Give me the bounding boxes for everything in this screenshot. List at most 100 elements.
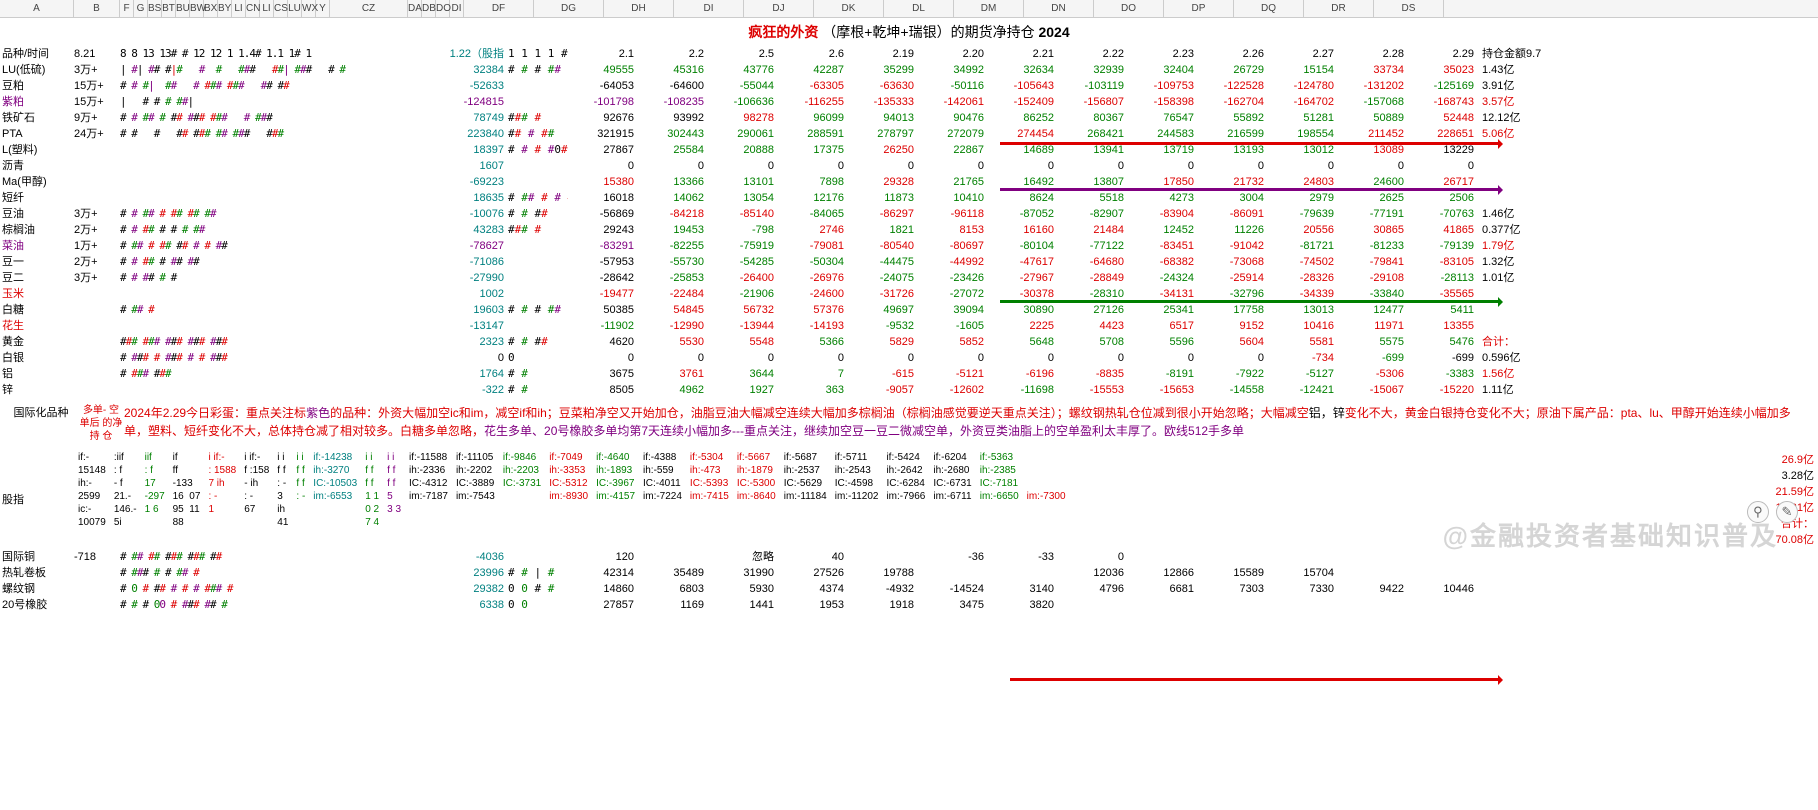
row-amt: 1.01亿 — [1478, 270, 1548, 286]
row-hash2 — [508, 158, 568, 174]
row-cz: -322 — [430, 382, 508, 398]
comment-side: 多单- 空单后 的净持 仓 — [78, 404, 124, 443]
cell: 2506 — [1408, 190, 1478, 206]
footer-rows: 国际铜-718# ## ## ### ### ##-4036120忽略40-36… — [0, 549, 1818, 613]
stk-sum: 26.9亿 — [1748, 451, 1818, 467]
cell: -615 — [848, 366, 918, 382]
cell — [1198, 597, 1268, 613]
cell — [1338, 597, 1408, 613]
cell: 26250 — [848, 142, 918, 158]
cell: 0 — [1198, 158, 1268, 174]
hdr-name: 品种/时间 — [0, 46, 74, 62]
cell: -4932 — [848, 581, 918, 597]
row-hash2: ## # ## — [508, 126, 568, 142]
row-name: 短纤 — [0, 190, 74, 206]
cell: -83451 — [1128, 238, 1198, 254]
stk-col: if:-14238 ih:-3270 IC:-10503 im:-6553 — [309, 451, 361, 547]
cell: 27857 — [568, 597, 638, 613]
cell: 211452 — [1338, 126, 1408, 142]
cell: -55730 — [638, 254, 708, 270]
stk-col: if:-5711 ih:-2543 IC:-4598 im:-11202 — [831, 451, 883, 547]
table-row: 豆二3万+# # ## # #-27990-28642-25853-26400-… — [0, 270, 1818, 286]
cell: 278797 — [848, 126, 918, 142]
comment-label: 国际化品种 — [4, 404, 78, 443]
cell: -135333 — [848, 94, 918, 110]
cell: 27526 — [778, 565, 848, 581]
cell: -63305 — [778, 78, 848, 94]
cell: 13013 — [1268, 302, 1338, 318]
cell: 0 — [1058, 549, 1128, 565]
cell: 1169 — [638, 597, 708, 613]
row-hash2: # # | # — [508, 565, 568, 581]
row-hash2: ### # — [508, 110, 568, 126]
stk-col: if:-6204 ih:-2680 IC:-6731 im:-6711 — [929, 451, 975, 547]
cell: -101798 — [568, 94, 638, 110]
row-cz: -124815 — [430, 94, 508, 110]
cell: -31726 — [848, 286, 918, 302]
cell: -6196 — [988, 366, 1058, 382]
cell: 17375 — [778, 142, 848, 158]
cell: -44475 — [848, 254, 918, 270]
table-row: 铝# ### ###1764# #3675376136447-615-5121-… — [0, 366, 1818, 382]
cell: 忽略 — [708, 549, 778, 565]
cell: -63630 — [848, 78, 918, 94]
cell: 20556 — [1268, 222, 1338, 238]
cell: 0 — [1128, 158, 1198, 174]
cell: 12477 — [1338, 302, 1408, 318]
edit-icon[interactable]: ✎ — [1776, 501, 1798, 523]
cell: 15704 — [1268, 565, 1338, 581]
cell: -7922 — [1198, 366, 1268, 382]
cell: 57376 — [778, 302, 848, 318]
row-cz: -13147 — [430, 318, 508, 334]
cell: -21906 — [708, 286, 778, 302]
cell — [1268, 597, 1338, 613]
row-a — [74, 286, 120, 302]
cell: -73068 — [1198, 254, 1268, 270]
stk-col: if ff -133 16 07 95 11 88 — [169, 451, 205, 547]
cell: 5596 — [1128, 334, 1198, 350]
row-hash2: # # # ## — [508, 62, 568, 78]
row-a: 3万+ — [74, 62, 120, 78]
stk-col: iif : f 17 -297 1 6 — [141, 451, 169, 547]
row-hash2 — [508, 318, 568, 334]
row-name: 棕榈油 — [0, 222, 74, 238]
table-row: 锌-322# #850549621927363-9057-12602-11698… — [0, 382, 1818, 398]
cell: -28113 — [1408, 270, 1478, 286]
cell: 22867 — [918, 142, 988, 158]
row-amt: 3.57亿 — [1478, 94, 1548, 110]
cell: -103119 — [1058, 78, 1128, 94]
cell: 3004 — [1198, 190, 1268, 206]
cell: -79841 — [1338, 254, 1408, 270]
hdr-hash2: 1 1 1 1 # — [508, 46, 568, 62]
row-name: 黄金 — [0, 334, 74, 350]
cell: 1821 — [848, 222, 918, 238]
row-name: 玉米 — [0, 286, 74, 302]
search-icon[interactable]: ⚲ — [1747, 501, 1769, 523]
cell: -1605 — [918, 318, 988, 334]
cell: -24075 — [848, 270, 918, 286]
stk-col: if:-5687 ih:-2537 IC:-5629 im:-11184 — [780, 451, 831, 547]
cell: 4273 — [1128, 190, 1198, 206]
row-hash2 — [508, 78, 568, 94]
row-cz: 18397 — [430, 142, 508, 158]
cell — [1408, 597, 1478, 613]
row-hash: | # # # ##| — [120, 94, 430, 110]
row-amt: 1.79亿 — [1478, 238, 1548, 254]
cell: 5530 — [638, 334, 708, 350]
cell: -158398 — [1128, 94, 1198, 110]
row-cz: 78749 — [430, 110, 508, 126]
cell: 3475 — [918, 597, 988, 613]
cell: 11873 — [848, 190, 918, 206]
cell: 16160 — [988, 222, 1058, 238]
comment-body: 2024年2.29今日彩蛋：重点关注标紫色的品种：外资大幅加空ic和im，减空i… — [124, 404, 1814, 443]
row-amt: 3.91亿 — [1478, 78, 1548, 94]
cell: 198554 — [1268, 126, 1338, 142]
row-hash: # ## # ## ## # # ## — [120, 238, 430, 254]
row-amt — [1478, 318, 1548, 334]
cell: 10410 — [918, 190, 988, 206]
row-a: 2万+ — [74, 254, 120, 270]
cell: -3383 — [1408, 366, 1478, 382]
cell: -25914 — [1198, 270, 1268, 286]
cell: -81721 — [1268, 238, 1338, 254]
row-name: 菜油 — [0, 238, 74, 254]
